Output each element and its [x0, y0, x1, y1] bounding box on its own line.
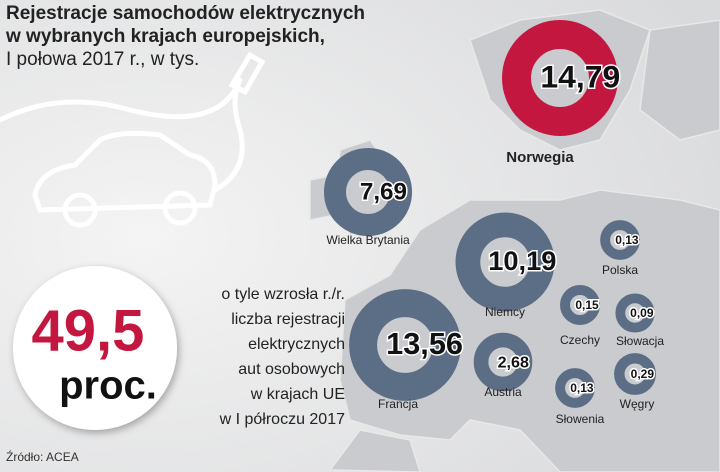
car-icon: [0, 51, 266, 228]
value-label: 10,19: [488, 245, 556, 276]
donut: [614, 353, 656, 395]
country-label: Węgry: [620, 397, 655, 411]
highlight-text: aut osobowych: [238, 361, 345, 378]
title: w wybranych krajach europejskich,: [5, 26, 325, 47]
country-label: Austria: [484, 385, 522, 399]
highlight-text: w I półroczu 2017: [219, 411, 346, 428]
source: Źródło: ACEA: [6, 449, 79, 464]
value-label: 0,15: [575, 298, 599, 312]
highlight-text: elektrycznych: [248, 336, 345, 353]
donut: [323, 147, 413, 237]
value-label: 13,56: [386, 326, 463, 361]
highlight-text: o tyle wzrosła r./r.: [221, 286, 345, 303]
country-label: Francja: [378, 397, 418, 411]
title: Rejestracje samochodów elektrycznych: [6, 3, 365, 24]
donut: [560, 285, 600, 325]
value-label: 0,09: [630, 306, 654, 320]
highlight-text: liczba rejestracji: [231, 311, 345, 328]
highlight-value: 49,5: [32, 298, 145, 363]
donut: [349, 289, 461, 401]
country-label: Polska: [602, 263, 638, 277]
highlight-unit: proc.: [59, 364, 157, 408]
value-label: 14,79: [540, 58, 620, 94]
country-label: Norwegia: [506, 149, 574, 166]
donut: [600, 220, 640, 260]
value-label: 0,29: [631, 367, 655, 381]
donut: [615, 293, 655, 333]
country-label: Niemcy: [485, 305, 525, 319]
country-label: Słowenia: [556, 412, 605, 426]
country-label: Wielka Brytania: [326, 233, 410, 247]
highlight-text: w krajach UE: [250, 386, 345, 403]
country-label: Słowacja: [616, 334, 664, 348]
donut: [455, 212, 555, 312]
value-label: 0,13: [615, 233, 639, 247]
donut: [555, 368, 595, 408]
donut: [473, 332, 533, 392]
country-label: Czechy: [560, 333, 600, 347]
donut: [502, 20, 618, 136]
value-label: 7,69: [360, 178, 407, 205]
subtitle: I połowa 2017 r., w tys.: [6, 49, 199, 70]
highlight-circle: [13, 266, 177, 430]
value-label: 0,13: [570, 381, 594, 395]
value-label: 2,68: [498, 353, 529, 371]
